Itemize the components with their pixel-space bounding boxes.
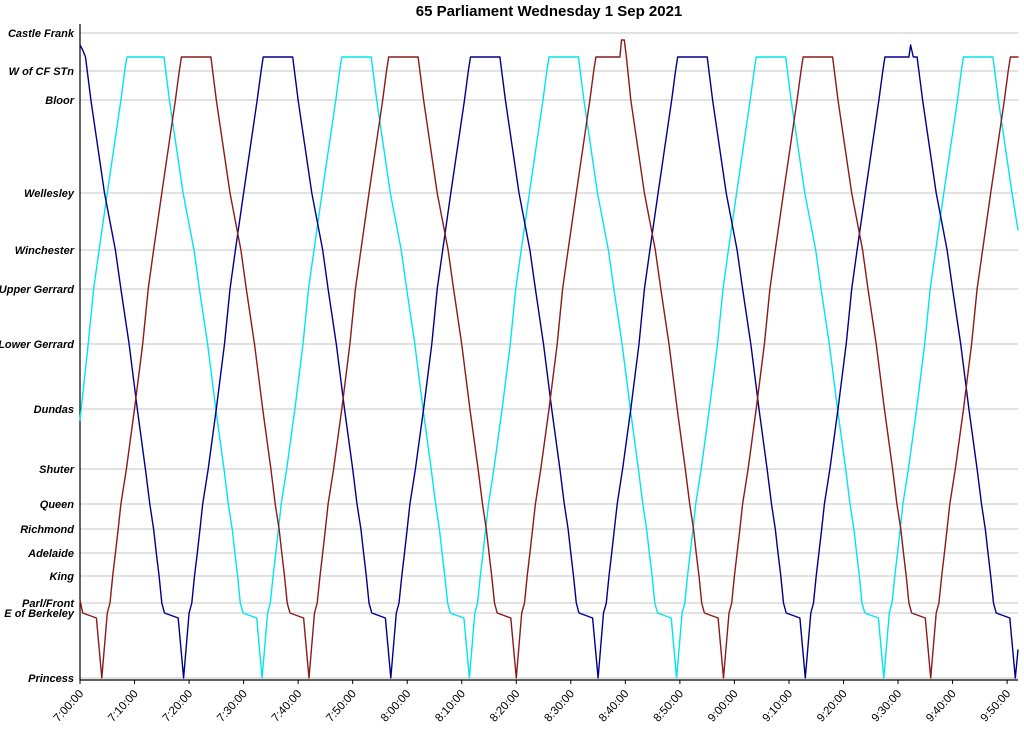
x-axis-tick-label: 9:40:00 (924, 688, 959, 725)
stop-label-bloor: Bloor (45, 95, 74, 107)
x-axis-tick-label: 8:00:00 (379, 688, 414, 725)
stop-label-dundas: Dundas (34, 404, 74, 416)
x-axis-tick-label: 8:10:00 (433, 688, 468, 725)
series-line-vehicle-darkred (79, 39, 1019, 679)
series-line-vehicle-navy (79, 44, 1019, 679)
x-axis-tick-label: 7:10:00 (106, 688, 141, 725)
stop-label-winchester: Winchester (15, 245, 75, 257)
stop-label-shuter: Shuter (39, 464, 75, 476)
x-axis-tick-label: 8:20:00 (488, 688, 523, 725)
stop-label-parl-front: Parl/Front (22, 598, 75, 610)
stop-label-lower-gerrard: Lower Gerrard (0, 339, 74, 351)
x-axis-tick-label: 8:40:00 (597, 688, 632, 725)
stop-label-wellesley: Wellesley (24, 188, 75, 200)
chart-title: 65 Parliament Wednesday 1 Sep 2021 (415, 3, 683, 20)
x-axis-tick-label: 8:50:00 (652, 688, 687, 725)
x-axis-tick-label: 9:30:00 (870, 688, 905, 725)
stop-label-upper-gerrard: Upper Gerrard (0, 284, 74, 296)
stop-label-queen: Queen (40, 499, 75, 511)
x-axis-tick-label: 7:40:00 (270, 688, 305, 725)
x-axis-tick-label: 7:20:00 (161, 688, 196, 725)
x-axis-tick-label: 7:30:00 (215, 688, 250, 725)
stop-label-adelaide: Adelaide (27, 548, 74, 560)
x-axis-tick-label: 9:00:00 (706, 688, 741, 725)
x-axis-tick-label: 9:20:00 (815, 688, 850, 725)
x-axis-tick-label: 9:50:00 (979, 688, 1014, 725)
x-axis-tick-label: 7:50:00 (324, 688, 359, 725)
series-line-vehicle-cyan (79, 56, 1019, 679)
stop-label-e-of-berkeley: E of Berkeley (4, 608, 75, 620)
x-axis-tick-label: 7:00:00 (52, 688, 87, 725)
stop-label-princess: Princess (28, 673, 74, 685)
stop-label-castle-frank: Castle Frank (8, 28, 75, 40)
stop-label-w-of-cf-stn: W of CF STn (9, 66, 75, 78)
stop-label-richmond: Richmond (20, 524, 74, 536)
stop-label-king: King (50, 571, 75, 583)
x-axis-tick-label: 9:10:00 (761, 688, 796, 725)
x-axis-tick-label: 8:30:00 (542, 688, 577, 725)
